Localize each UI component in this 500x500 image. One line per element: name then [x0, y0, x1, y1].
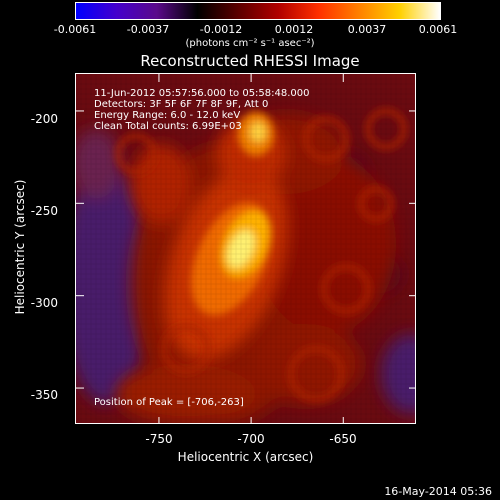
colorbar-units: (photons cm⁻² s⁻¹ asec⁻²) — [185, 38, 315, 49]
solar-image: 11-Jun-2012 05:57:56.000 to 05:58:48.000… — [75, 73, 416, 424]
x-tick: -750 — [145, 432, 173, 446]
colorbar-tick: -0.0012 — [199, 23, 243, 36]
x-tick: -650 — [329, 432, 357, 446]
colorbar — [75, 2, 441, 20]
x-tick: -700 — [237, 432, 265, 446]
peak-position: Position of Peak = [-706,-263] — [94, 397, 244, 408]
image-title: Reconstructed RHESSI Image — [140, 52, 360, 70]
generation-timestamp: 16-May-2014 05:36 — [384, 485, 492, 498]
x-axis-label: Heliocentric X (arcsec) — [177, 450, 314, 464]
y-tick: -300 — [30, 296, 58, 310]
y-tick: -200 — [30, 112, 58, 126]
y-tick: -350 — [30, 388, 58, 402]
energy-range: Energy Range: 6.0 - 12.0 keV — [94, 110, 241, 121]
colorbar-tick: 0.0037 — [347, 23, 387, 36]
pixel-grid — [76, 74, 415, 423]
time-range: 11-Jun-2012 05:57:56.000 to 05:58:48.000 — [94, 88, 310, 99]
algorithm-counts: Clean Total counts: 6.99E+03 — [94, 121, 242, 132]
colorbar-tick: 0.0061 — [418, 23, 458, 36]
y-axis-label: Heliocentric Y (arcsec) — [13, 179, 27, 315]
colorbar-tick: 0.0012 — [274, 23, 314, 36]
detectors: Detectors: 3F 5F 6F 7F 8F 9F, Att 0 — [94, 99, 269, 110]
colorbar-tick: -0.0061 — [53, 23, 97, 36]
colorbar-tick: -0.0037 — [126, 23, 170, 36]
intensity-map — [76, 74, 415, 423]
y-tick: -250 — [30, 204, 58, 218]
